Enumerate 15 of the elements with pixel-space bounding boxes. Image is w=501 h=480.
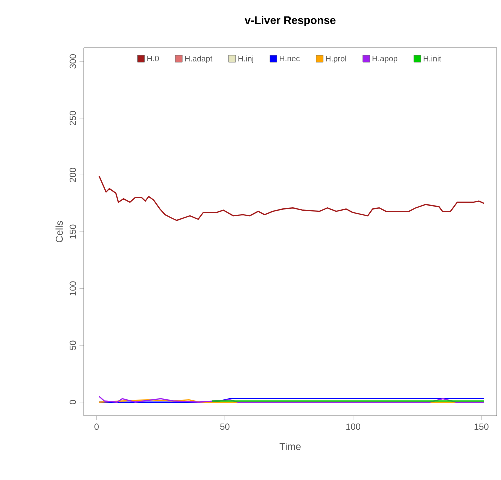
x-tick-label: 100 [346, 424, 360, 430]
x-tick-label: 150 [474, 424, 489, 430]
chart-title: v-Liver Response [244, 16, 336, 26]
y-tick-label: 200 [70, 168, 76, 182]
line-series [98, 176, 485, 222]
y-axis-title: Cells [56, 221, 64, 243]
x-tick-label: 50 [220, 424, 230, 430]
y-tick-label: 150 [70, 224, 76, 239]
y-tick-label: 250 [70, 111, 76, 126]
x-axis-title: Time [280, 442, 301, 450]
y-tick-label: 50 [70, 340, 76, 350]
y-tick-label: 100 [70, 282, 76, 296]
x-tick-label: 0 [94, 424, 99, 430]
y-tick-label: 300 [70, 54, 76, 69]
y-tick-label: 0 [70, 400, 76, 405]
